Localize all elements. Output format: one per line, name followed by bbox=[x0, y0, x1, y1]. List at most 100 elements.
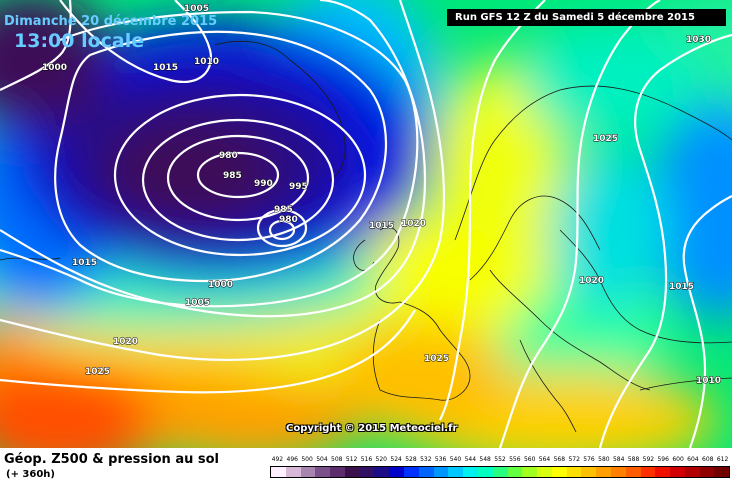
color-scale-label: 516 bbox=[360, 456, 373, 463]
pressure-label: 1025 bbox=[593, 134, 618, 144]
color-scale: 492 496 500 504 508 512 516 520 524 528 532 536 540 5… bbox=[270, 456, 730, 486]
pressure-labels: 1005 1000 1015 1010 980 985 990 995 985 … bbox=[42, 4, 722, 387]
color-scale-label: 584 bbox=[612, 456, 625, 463]
color-scale-label: 556 bbox=[509, 456, 521, 463]
forecast-date: Dimanche 20 décembre 2015 bbox=[4, 14, 218, 29]
color-scale-swatch bbox=[610, 467, 626, 477]
pressure-label: 1005 bbox=[185, 298, 210, 308]
color-scale-swatch bbox=[463, 467, 478, 477]
color-scale-label: 564 bbox=[538, 456, 551, 463]
color-scale-label: 496 bbox=[286, 456, 298, 463]
color-scale-label: 612 bbox=[716, 456, 729, 463]
color-scale-label: 544 bbox=[464, 456, 477, 463]
pressure-label: 1000 bbox=[42, 63, 67, 73]
color-scale-swatch bbox=[389, 467, 405, 477]
color-scale-swatch bbox=[714, 467, 730, 477]
color-scale-swatch bbox=[537, 467, 552, 477]
color-scale-label: 504 bbox=[316, 456, 328, 463]
color-scale-swatch bbox=[477, 467, 493, 477]
color-scale-swatch bbox=[507, 467, 523, 477]
color-scale-label: 576 bbox=[583, 456, 595, 463]
color-scale-swatch bbox=[330, 467, 345, 477]
color-scale-label: 548 bbox=[479, 456, 491, 463]
color-scale-swatch bbox=[418, 467, 434, 477]
color-scale-swatch bbox=[433, 467, 449, 477]
color-scale-swatch bbox=[344, 467, 360, 477]
color-scale-label: 592 bbox=[642, 456, 655, 463]
color-scale-swatch bbox=[285, 467, 301, 477]
color-scale-swatch bbox=[655, 467, 671, 477]
color-scale-label: 520 bbox=[375, 456, 387, 463]
pressure-label: 1005 bbox=[184, 4, 209, 14]
pressure-label: 1015 bbox=[153, 63, 178, 73]
forecast-time: 13:00 locale bbox=[14, 30, 145, 52]
color-scale-label: 596 bbox=[657, 456, 669, 463]
isobars bbox=[0, 0, 732, 448]
color-scale-label: 588 bbox=[627, 456, 640, 463]
color-scale-swatch bbox=[315, 467, 331, 477]
color-scale-label: 540 bbox=[449, 456, 462, 463]
color-scale-label: 600 bbox=[672, 456, 684, 463]
color-scale-labels: 492 496 500 504 508 512 516 520 524 528 532 536 540 5… bbox=[270, 456, 730, 465]
pressure-label: 1030 bbox=[686, 35, 711, 45]
color-scale-label: 532 bbox=[420, 456, 432, 463]
color-scale-swatch bbox=[551, 467, 567, 477]
color-scale-swatch bbox=[581, 467, 597, 477]
pressure-label: 1015 bbox=[669, 282, 694, 292]
color-scale-label: 568 bbox=[553, 456, 566, 463]
color-scale-label: 512 bbox=[345, 456, 358, 463]
pressure-label: 1010 bbox=[696, 376, 721, 386]
pressure-label: 1020 bbox=[113, 337, 138, 347]
legend-title: Géop. Z500 & pression au sol bbox=[4, 452, 219, 467]
pressure-label: 980 bbox=[219, 151, 238, 161]
color-scale-swatch bbox=[359, 467, 375, 477]
color-scale-label: 508 bbox=[331, 456, 343, 463]
color-scale-label: 552 bbox=[494, 456, 506, 463]
color-scale-swatch bbox=[684, 467, 700, 477]
color-scale-swatch bbox=[271, 467, 286, 477]
color-scale-swatch bbox=[566, 467, 582, 477]
color-scale-swatch bbox=[699, 467, 715, 477]
color-scale-label: 524 bbox=[390, 456, 402, 463]
color-scale-label: 572 bbox=[568, 456, 580, 463]
pressure-label: 1000 bbox=[208, 280, 233, 290]
color-scale-swatch bbox=[448, 467, 464, 477]
pressure-label: 990 bbox=[254, 179, 273, 189]
color-scale-swatch bbox=[404, 467, 419, 477]
pressure-label: 995 bbox=[289, 182, 308, 192]
color-scale-swatch bbox=[300, 467, 316, 477]
color-scale-swatch bbox=[640, 467, 656, 477]
legend-subtitle: (+ 360h) bbox=[6, 469, 55, 480]
pressure-label: 1015 bbox=[72, 258, 97, 268]
run-info-banner: Run GFS 12 Z du Samedi 5 décembre 2015 bbox=[447, 9, 726, 26]
color-scale-swatch bbox=[522, 467, 538, 477]
color-scale-swatch bbox=[670, 467, 685, 477]
pressure-label: 1020 bbox=[401, 219, 426, 229]
pressure-label: 1020 bbox=[579, 276, 604, 286]
coastlines bbox=[0, 40, 732, 433]
color-scale-label: 492 bbox=[271, 456, 284, 463]
pressure-label: 980 bbox=[279, 215, 298, 225]
pressure-label: 1025 bbox=[424, 354, 449, 364]
pressure-label: 1015 bbox=[369, 221, 394, 231]
color-scale-label: 500 bbox=[301, 456, 313, 463]
weather-map: 1005 1000 1015 1010 980 985 990 995 985 … bbox=[0, 0, 732, 448]
color-scale-label: 528 bbox=[405, 456, 417, 463]
legend-footer: Géop. Z500 & pression au sol (+ 360h) 49… bbox=[0, 448, 732, 488]
color-scale-swatch bbox=[596, 467, 611, 477]
color-scale-swatch bbox=[374, 467, 390, 477]
pressure-label: 1010 bbox=[194, 57, 219, 67]
pressure-label: 985 bbox=[223, 171, 242, 181]
color-scale-bar bbox=[270, 466, 730, 478]
copyright-notice: Copyright © 2015 Meteociel.fr bbox=[286, 423, 458, 434]
color-scale-label: 560 bbox=[523, 456, 536, 463]
color-scale-label: 536 bbox=[434, 456, 447, 463]
pressure-label: 985 bbox=[274, 205, 293, 215]
color-scale-label: 604 bbox=[687, 456, 699, 463]
color-scale-swatch bbox=[625, 467, 641, 477]
color-scale-swatch bbox=[492, 467, 508, 477]
pressure-label: 1025 bbox=[85, 367, 110, 377]
color-scale-label: 608 bbox=[702, 456, 714, 463]
geopotential-field bbox=[0, 0, 732, 448]
